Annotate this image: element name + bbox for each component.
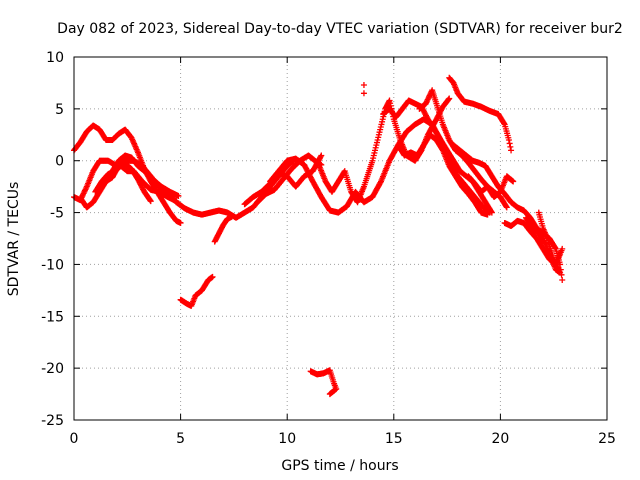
plot-frame bbox=[73, 56, 608, 421]
series-arc-l bbox=[307, 367, 340, 398]
series-arc-u bbox=[522, 209, 564, 276]
series-arc-j bbox=[267, 116, 493, 216]
y-tick-label: -20 bbox=[41, 361, 64, 377]
x-axis-label: GPS time / hours bbox=[281, 458, 398, 474]
data-markers bbox=[71, 74, 566, 398]
data-point bbox=[506, 140, 513, 147]
x-tick-label: 25 bbox=[598, 431, 616, 447]
series-arc-f bbox=[177, 273, 216, 309]
y-tick-label: 10 bbox=[46, 50, 64, 66]
series-arc-k bbox=[316, 95, 453, 206]
data-point bbox=[147, 198, 154, 205]
data-point bbox=[503, 204, 510, 211]
data-point bbox=[559, 245, 566, 252]
data-point bbox=[326, 391, 333, 398]
y-axis-label: SDTVAR / TECUs bbox=[6, 182, 22, 297]
data-point bbox=[484, 211, 491, 218]
x-tick-label: 0 bbox=[70, 431, 79, 447]
data-point bbox=[177, 219, 184, 226]
data-point bbox=[559, 276, 566, 283]
chart-title: Day 082 of 2023, Sidereal Day-to-day VTE… bbox=[57, 21, 623, 37]
series-arc-a bbox=[71, 122, 184, 226]
data-point bbox=[377, 179, 384, 186]
y-tick-label: -10 bbox=[41, 257, 64, 273]
data-point bbox=[318, 152, 325, 159]
data-point bbox=[510, 178, 517, 185]
data-point bbox=[446, 95, 453, 102]
data-point bbox=[488, 209, 495, 216]
data-point bbox=[317, 153, 324, 160]
x-tick-label: 5 bbox=[176, 431, 185, 447]
data-point bbox=[507, 143, 514, 150]
x-tick-label: 20 bbox=[491, 431, 509, 447]
data-point bbox=[505, 136, 512, 143]
data-point bbox=[175, 192, 182, 199]
data-point bbox=[209, 273, 216, 280]
axis-ticks bbox=[73, 56, 608, 421]
y-tick-labels: -25 -20 -15 -10 -5 0 5 10 bbox=[41, 50, 64, 429]
series-arc-g bbox=[211, 213, 235, 245]
series-arc-s bbox=[465, 173, 517, 201]
series-arc-o bbox=[395, 131, 491, 218]
data-point bbox=[173, 198, 180, 205]
y-tick-label: -15 bbox=[41, 309, 64, 325]
y-tick-label: 5 bbox=[55, 102, 64, 118]
series-arc-p bbox=[416, 87, 510, 211]
y-tick-label: 0 bbox=[55, 154, 64, 170]
data-point bbox=[360, 90, 367, 97]
series-arc-m bbox=[360, 82, 367, 97]
data-point bbox=[228, 213, 235, 220]
x-tick-label: 10 bbox=[278, 431, 296, 447]
x-tick-labels: 0 5 10 15 20 25 bbox=[70, 431, 616, 447]
y-tick-label: -25 bbox=[41, 413, 64, 429]
y-tick-label: -5 bbox=[50, 206, 64, 222]
series-arc-t bbox=[501, 217, 566, 268]
grid-lines bbox=[74, 57, 607, 420]
data-point bbox=[535, 209, 542, 216]
data-point bbox=[508, 147, 515, 154]
series-arc-e bbox=[102, 160, 154, 205]
data-point bbox=[360, 82, 367, 89]
x-tick-label: 15 bbox=[385, 431, 403, 447]
series-arc-q bbox=[446, 74, 515, 154]
